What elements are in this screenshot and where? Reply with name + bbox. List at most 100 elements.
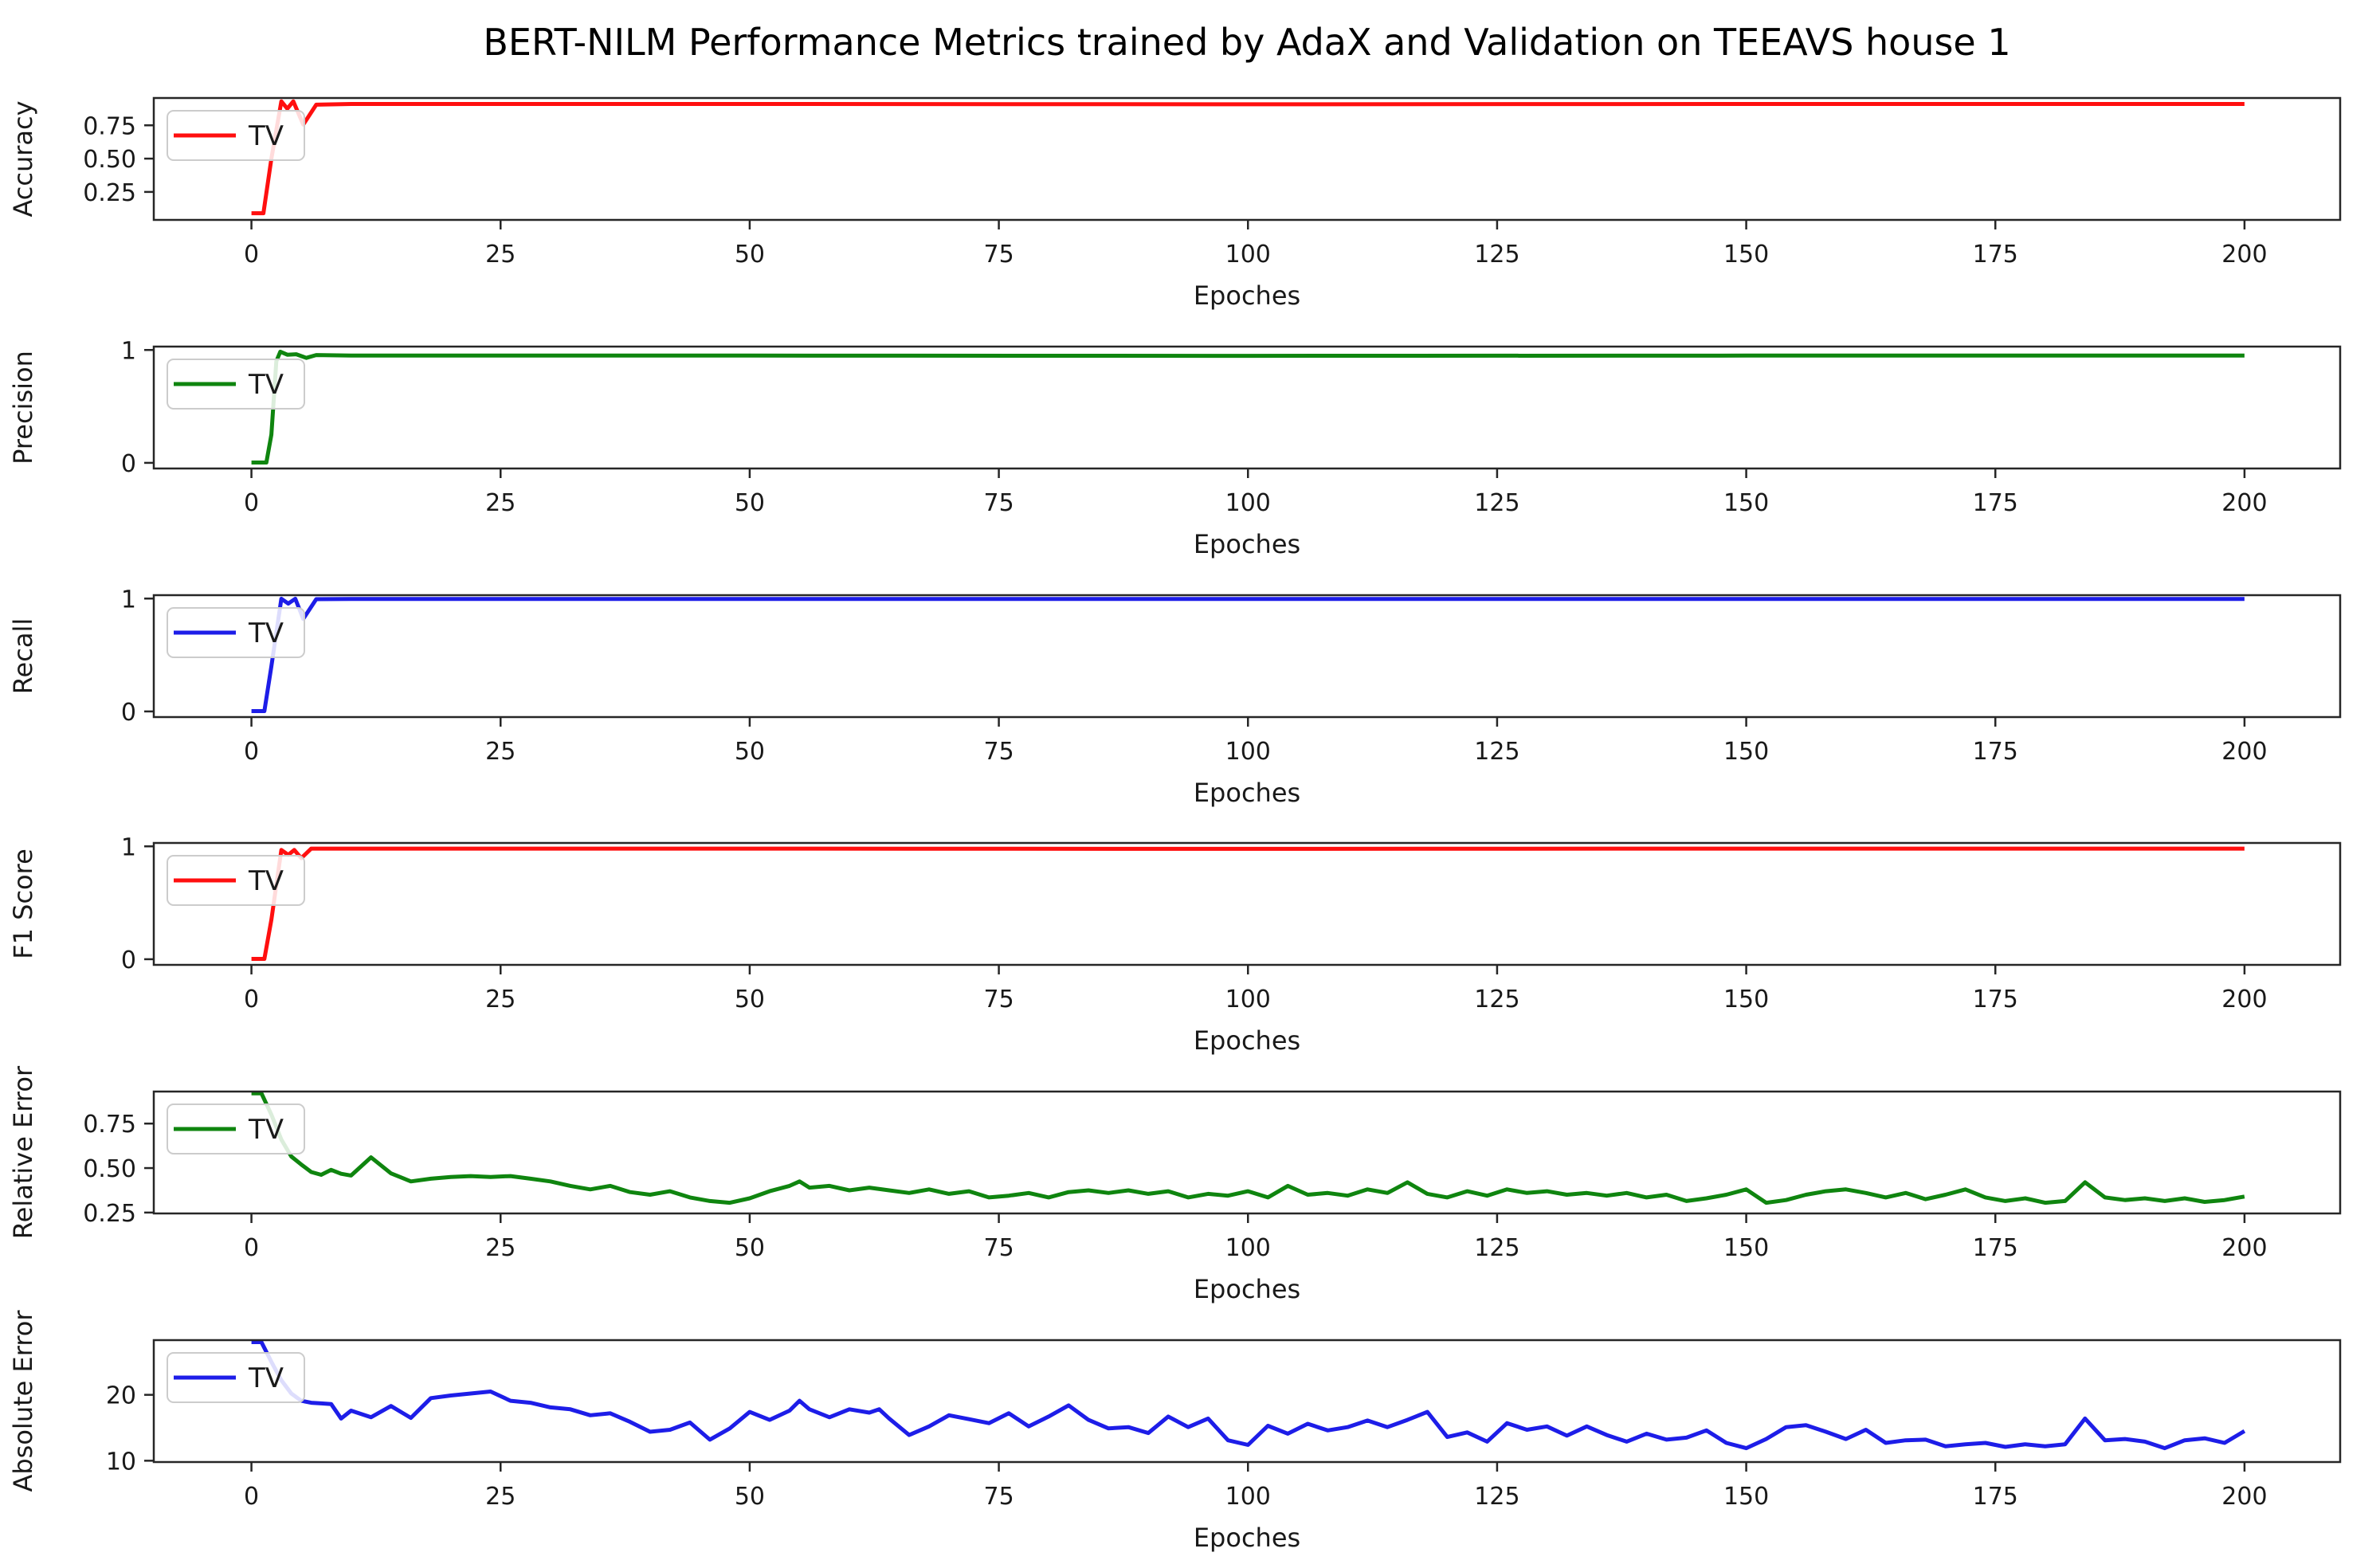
legend: TV	[167, 607, 305, 658]
axes-box	[152, 1090, 2342, 1215]
y-tick-label: 0.25	[83, 1200, 136, 1228]
legend-label: TV	[248, 120, 284, 152]
subplot-relative-error: 0 25 50 75 100 125 150 175 200 Epoches 0.25 0.50 0.7…	[8, 1065, 2342, 1304]
x-tick-label: 75	[983, 489, 1014, 517]
x-tick-label: 175	[1973, 241, 2018, 269]
subplot-f1-score: 0 25 50 75 100 125 150 175 200 Epoches 0 1 F1 Score T…	[8, 833, 2342, 1056]
x-tick-label: 75	[983, 1234, 1014, 1262]
legend-label: TV	[248, 1362, 284, 1394]
y-tick-label: 0	[121, 450, 136, 478]
line-tv	[251, 349, 2245, 465]
x-tick-label: 150	[1723, 1483, 1769, 1511]
x-tick-label: 50	[735, 1483, 765, 1511]
x-tick-label: 0	[244, 1483, 259, 1511]
y-axis-label: Accuracy	[8, 100, 38, 217]
legend: TV	[167, 1352, 305, 1403]
x-tick-label: 125	[1474, 241, 1519, 269]
x-tick-label: 200	[2221, 986, 2267, 1013]
x-tick-label: 50	[735, 1234, 765, 1262]
x-tick-label: 25	[485, 738, 516, 766]
x-tick-label: 125	[1474, 489, 1519, 517]
x-axis-label: Epoches	[1194, 1523, 1300, 1553]
x-tick-label: 125	[1474, 1234, 1519, 1262]
y-axis-label: Absolute Error	[8, 1310, 38, 1492]
x-tick-label: 50	[735, 986, 765, 1013]
line-tv	[251, 1091, 2245, 1205]
x-tick-label: 25	[485, 986, 516, 1013]
x-tick-label: 25	[485, 489, 516, 517]
y-tick-label: 0.50	[83, 146, 136, 174]
x-tick-label: 200	[2221, 241, 2267, 269]
x-tick-label: 0	[244, 241, 259, 269]
x-tick-label: 50	[735, 738, 765, 766]
x-tick-label: 175	[1973, 986, 2018, 1013]
x-tick-label: 200	[2221, 738, 2267, 766]
x-axis-label: Epoches	[1194, 280, 1300, 311]
y-axis-label: Relative Error	[8, 1065, 38, 1239]
x-tick-label: 200	[2221, 1234, 2267, 1262]
x-tick-label: 50	[735, 489, 765, 517]
x-tick-label: 0	[244, 489, 259, 517]
x-axis-label: Epoches	[1194, 529, 1300, 559]
y-tick-label: 0.75	[83, 1111, 136, 1139]
y-tick-label: 1	[121, 337, 136, 365]
x-tick-label: 150	[1723, 986, 1769, 1013]
x-tick-label: 75	[983, 738, 1014, 766]
x-tick-label: 0	[244, 1234, 259, 1262]
x-tick-label: 175	[1973, 1234, 2018, 1262]
y-tick-label: 1	[121, 586, 136, 613]
x-tick-label: 175	[1973, 489, 2018, 517]
x-tick-label: 25	[485, 1234, 516, 1262]
y-tick-label: 0.75	[83, 112, 136, 140]
line-tv	[251, 99, 2245, 216]
y-tick-label: 10	[106, 1448, 136, 1476]
x-tick-label: 150	[1723, 1234, 1769, 1262]
axes-box	[152, 345, 2342, 470]
y-axis-label: Precision	[8, 351, 38, 465]
x-axis-label: Epoches	[1194, 1274, 1300, 1304]
x-tick-label: 0	[244, 738, 259, 766]
x-tick-label: 125	[1474, 1483, 1519, 1511]
axes-box	[152, 1339, 2342, 1464]
legend: TV	[167, 359, 305, 410]
x-tick-label: 25	[485, 241, 516, 269]
axes-box	[152, 841, 2342, 966]
y-tick-label: 20	[106, 1382, 136, 1410]
y-tick-label: 0	[121, 699, 136, 727]
x-tick-label: 100	[1225, 1483, 1271, 1511]
line-tv	[251, 1340, 2246, 1451]
x-tick-label: 75	[983, 1483, 1014, 1511]
line-tv	[251, 846, 2245, 961]
legend-label: TV	[248, 1114, 284, 1146]
x-tick-label: 200	[2221, 489, 2267, 517]
x-tick-label: 175	[1973, 738, 2018, 766]
x-axis-label: Epoches	[1194, 1025, 1300, 1056]
x-tick-label: 50	[735, 241, 765, 269]
x-axis-label: Epoches	[1194, 778, 1300, 808]
subplot-precision: 0 25 50 75 100 125 150 175 200 Epoches 0 1 Precision…	[8, 337, 2342, 559]
x-tick-label: 100	[1225, 489, 1271, 517]
y-tick-label: 0.50	[83, 1155, 136, 1183]
legend-label: TV	[248, 369, 284, 401]
x-tick-label: 100	[1225, 1234, 1271, 1262]
y-axis-label: Recall	[8, 618, 38, 694]
x-tick-label: 75	[983, 986, 1014, 1013]
legend: TV	[167, 1103, 305, 1154]
x-tick-label: 100	[1225, 986, 1271, 1013]
y-tick-label: 0.25	[83, 179, 136, 207]
legend-label: TV	[248, 617, 284, 649]
x-tick-label: 150	[1723, 241, 1769, 269]
axes-box	[152, 96, 2342, 221]
line-tv	[251, 597, 2245, 713]
legend-label: TV	[248, 865, 284, 897]
subplot-recall: 0 25 50 75 100 125 150 175 200 Epoches 0 1 Recall TV	[8, 586, 2342, 808]
x-tick-label: 150	[1723, 489, 1769, 517]
y-axis-label: F1 Score	[8, 849, 38, 959]
subplot-accuracy: 0 25 50 75 100 125 150 175 200 Epoches 0.25 0.50 0.7…	[8, 96, 2342, 311]
x-tick-label: 100	[1225, 738, 1271, 766]
x-tick-label: 100	[1225, 241, 1271, 269]
x-tick-label: 150	[1723, 738, 1769, 766]
axes-box	[152, 594, 2342, 719]
